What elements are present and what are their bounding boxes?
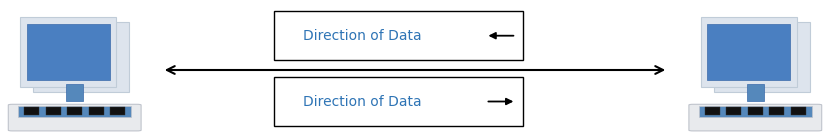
FancyBboxPatch shape — [689, 104, 822, 131]
FancyBboxPatch shape — [110, 107, 125, 115]
FancyBboxPatch shape — [20, 17, 116, 87]
FancyBboxPatch shape — [701, 17, 797, 87]
FancyBboxPatch shape — [24, 107, 39, 115]
FancyBboxPatch shape — [18, 106, 131, 117]
FancyBboxPatch shape — [8, 104, 141, 131]
FancyBboxPatch shape — [726, 107, 741, 115]
FancyBboxPatch shape — [66, 84, 83, 101]
FancyBboxPatch shape — [714, 22, 810, 92]
Text: Direction of Data: Direction of Data — [303, 94, 422, 108]
FancyBboxPatch shape — [89, 107, 104, 115]
FancyBboxPatch shape — [27, 24, 110, 80]
FancyBboxPatch shape — [274, 11, 523, 60]
FancyBboxPatch shape — [699, 106, 812, 117]
FancyBboxPatch shape — [769, 107, 784, 115]
FancyBboxPatch shape — [46, 107, 61, 115]
FancyBboxPatch shape — [748, 107, 763, 115]
Text: Direction of Data: Direction of Data — [303, 29, 422, 43]
FancyBboxPatch shape — [707, 24, 790, 80]
FancyBboxPatch shape — [274, 77, 523, 126]
FancyBboxPatch shape — [747, 84, 764, 101]
FancyBboxPatch shape — [67, 107, 82, 115]
FancyBboxPatch shape — [705, 107, 720, 115]
FancyBboxPatch shape — [791, 107, 806, 115]
FancyBboxPatch shape — [33, 22, 129, 92]
